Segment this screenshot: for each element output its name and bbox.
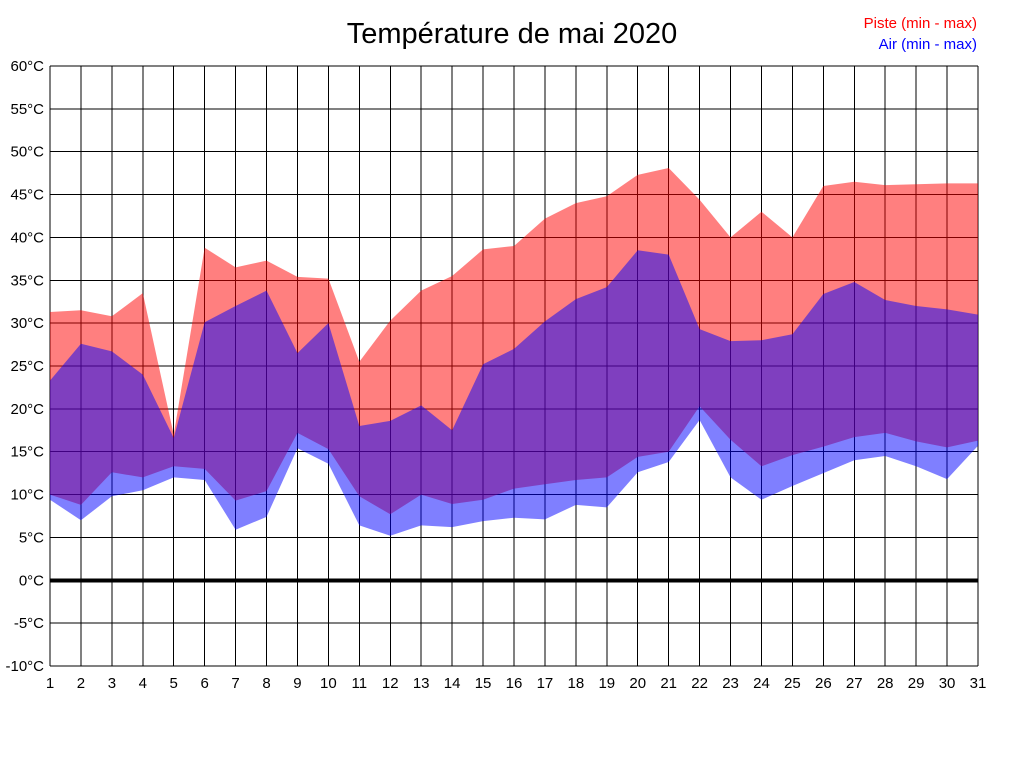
chart-title: Température de mai 2020 — [346, 18, 678, 50]
y-tick-label: -5°C — [14, 615, 44, 632]
x-tick-label: 7 — [231, 675, 239, 692]
y-tick-label: 0°C — [19, 572, 44, 589]
y-tick-label: 20°C — [10, 401, 44, 418]
y-tick-label: 5°C — [19, 529, 44, 546]
x-tick-label: 8 — [262, 675, 270, 692]
x-tick-label: 11 — [352, 675, 368, 692]
y-tick-label: 45°C — [10, 187, 44, 204]
legend: Piste (min - max) Air (min - max) — [864, 13, 977, 55]
x-tick-label: 31 — [970, 675, 987, 692]
x-tick-label: 6 — [200, 675, 208, 692]
x-tick-label: 14 — [444, 675, 461, 692]
y-tick-label: -10°C — [5, 658, 44, 675]
y-tick-label: 10°C — [10, 487, 44, 504]
x-tick-label: 30 — [939, 675, 956, 692]
x-tick-label: 19 — [598, 675, 615, 692]
x-tick-label: 25 — [784, 675, 801, 692]
x-tick-label: 16 — [506, 675, 523, 692]
x-tick-label: 5 — [170, 675, 178, 692]
y-tick-label: 15°C — [10, 444, 44, 461]
x-tick-label: 23 — [722, 675, 739, 692]
x-tick-label: 3 — [108, 675, 116, 692]
x-tick-label: 27 — [846, 675, 863, 692]
x-tick-label: 28 — [877, 675, 894, 692]
y-tick-label: 25°C — [10, 358, 44, 375]
x-tick-label: 20 — [629, 675, 646, 692]
y-tick-label: 50°C — [10, 144, 44, 161]
x-tick-label: 4 — [139, 675, 147, 692]
air-area — [50, 250, 978, 536]
x-tick-label: 9 — [293, 675, 301, 692]
legend-piste-label: Piste (min - max) — [863, 15, 977, 32]
x-tick-label: 15 — [475, 675, 492, 692]
x-tick-label: 29 — [908, 675, 925, 692]
x-tick-label: 26 — [815, 675, 832, 692]
x-tick-label: 2 — [77, 675, 85, 692]
x-tick-label: 22 — [691, 675, 708, 692]
x-tick-label: 18 — [568, 675, 585, 692]
x-tick-label: 21 — [660, 675, 677, 692]
y-tick-label: 35°C — [10, 272, 44, 289]
x-tick-label: 1 — [46, 675, 54, 692]
x-tick-label: 10 — [320, 675, 337, 692]
legend-air-label: Air (min - max) — [878, 36, 977, 53]
x-tick-label: 13 — [413, 675, 430, 692]
x-tick-label: 17 — [537, 675, 554, 692]
y-tick-label: 30°C — [10, 315, 44, 332]
x-tick-label: 12 — [382, 675, 399, 692]
y-tick-label: 60°C — [10, 58, 44, 75]
y-tick-label: 40°C — [10, 229, 44, 246]
y-tick-label: 55°C — [10, 101, 44, 118]
x-tick-label: 24 — [753, 675, 770, 692]
